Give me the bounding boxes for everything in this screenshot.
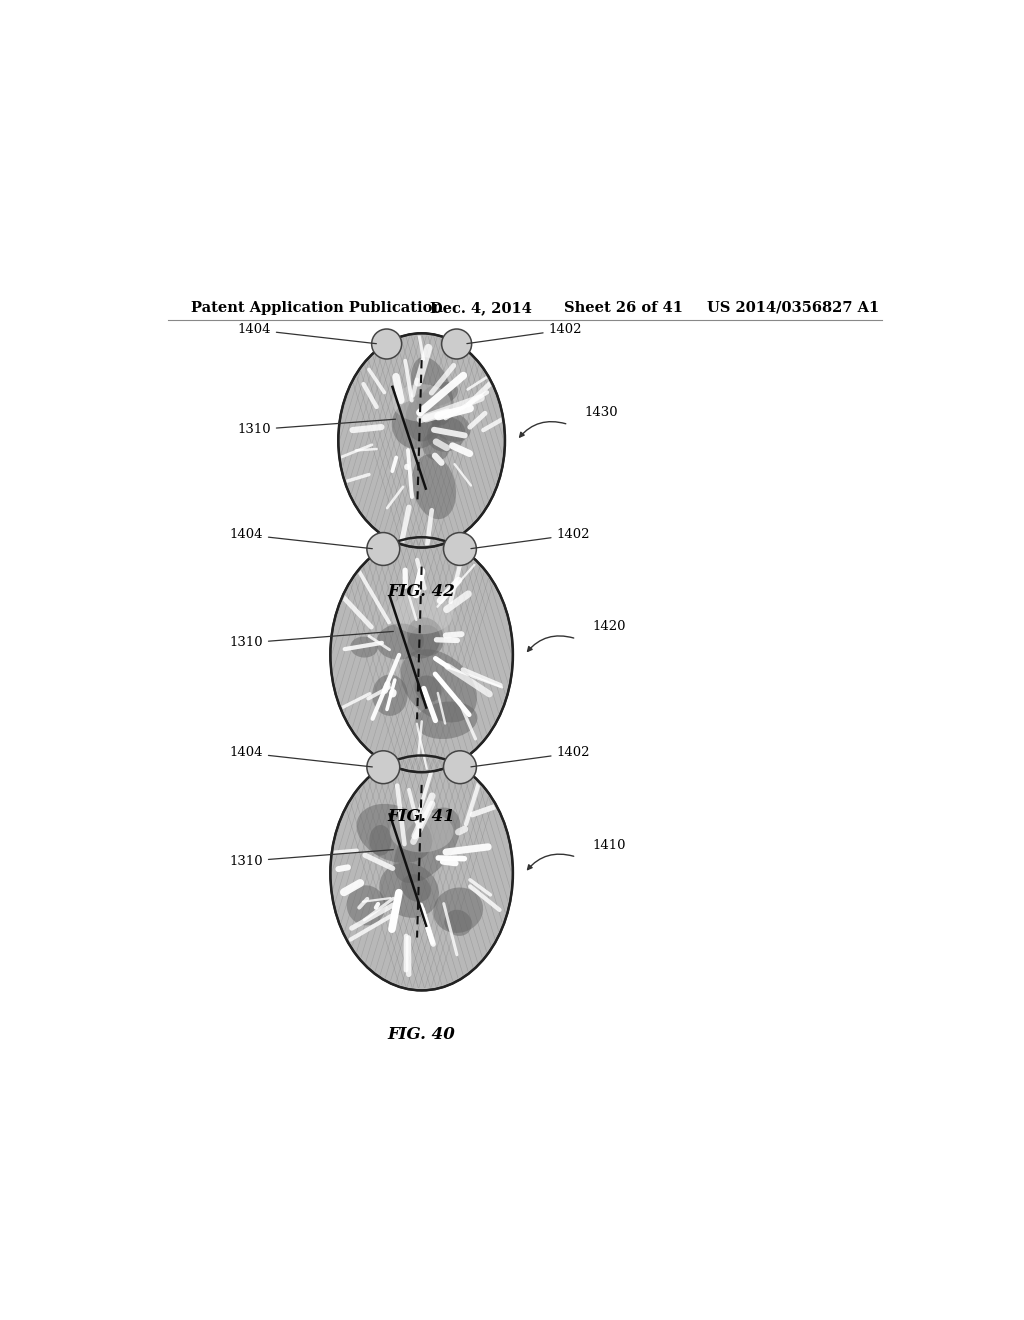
- Ellipse shape: [408, 618, 444, 656]
- Ellipse shape: [390, 593, 454, 634]
- Ellipse shape: [423, 433, 450, 461]
- Ellipse shape: [392, 384, 451, 421]
- Ellipse shape: [406, 392, 440, 442]
- Ellipse shape: [408, 624, 440, 659]
- Text: 1430: 1430: [585, 407, 617, 420]
- Ellipse shape: [432, 412, 471, 442]
- Circle shape: [367, 532, 399, 565]
- Ellipse shape: [400, 649, 477, 722]
- Text: 1410: 1410: [592, 838, 626, 851]
- Ellipse shape: [392, 400, 440, 449]
- Text: 1404: 1404: [229, 746, 373, 767]
- Text: 1404: 1404: [238, 323, 377, 343]
- Ellipse shape: [372, 675, 408, 715]
- Ellipse shape: [433, 887, 483, 933]
- Ellipse shape: [370, 825, 391, 855]
- Text: 1402: 1402: [471, 746, 590, 767]
- Ellipse shape: [338, 333, 505, 548]
- Text: 1310: 1310: [229, 850, 393, 867]
- Ellipse shape: [413, 454, 456, 519]
- Ellipse shape: [331, 755, 513, 990]
- Ellipse shape: [331, 537, 513, 772]
- Ellipse shape: [376, 623, 424, 660]
- Ellipse shape: [444, 909, 472, 936]
- Ellipse shape: [390, 812, 454, 853]
- Text: FIG. 42: FIG. 42: [388, 583, 456, 601]
- Ellipse shape: [350, 636, 378, 657]
- Text: Dec. 4, 2014: Dec. 4, 2014: [430, 301, 531, 315]
- Text: FIG. 41: FIG. 41: [388, 808, 456, 825]
- Circle shape: [443, 751, 476, 784]
- Circle shape: [367, 751, 399, 784]
- Text: Patent Application Publication: Patent Application Publication: [191, 301, 443, 315]
- Ellipse shape: [347, 886, 386, 925]
- Ellipse shape: [393, 808, 460, 883]
- Text: US 2014/0356827 A1: US 2014/0356827 A1: [708, 301, 880, 315]
- Ellipse shape: [401, 874, 431, 902]
- Text: 1310: 1310: [229, 631, 393, 649]
- Ellipse shape: [411, 356, 454, 425]
- Ellipse shape: [340, 335, 503, 545]
- Circle shape: [443, 532, 476, 565]
- Text: Sheet 26 of 41: Sheet 26 of 41: [564, 301, 683, 315]
- Text: 1404: 1404: [229, 528, 373, 549]
- Ellipse shape: [332, 540, 511, 770]
- Ellipse shape: [416, 701, 477, 739]
- Ellipse shape: [379, 862, 439, 917]
- Ellipse shape: [332, 758, 511, 989]
- Ellipse shape: [415, 676, 441, 702]
- Text: 1402: 1402: [467, 323, 582, 343]
- Ellipse shape: [356, 804, 432, 863]
- Circle shape: [441, 329, 472, 359]
- Circle shape: [372, 329, 401, 359]
- Ellipse shape: [427, 417, 466, 451]
- Ellipse shape: [422, 381, 458, 407]
- Text: 1420: 1420: [592, 620, 626, 634]
- Text: 1402: 1402: [471, 528, 590, 549]
- Text: 1310: 1310: [238, 420, 395, 436]
- Text: FIG. 40: FIG. 40: [388, 1026, 456, 1043]
